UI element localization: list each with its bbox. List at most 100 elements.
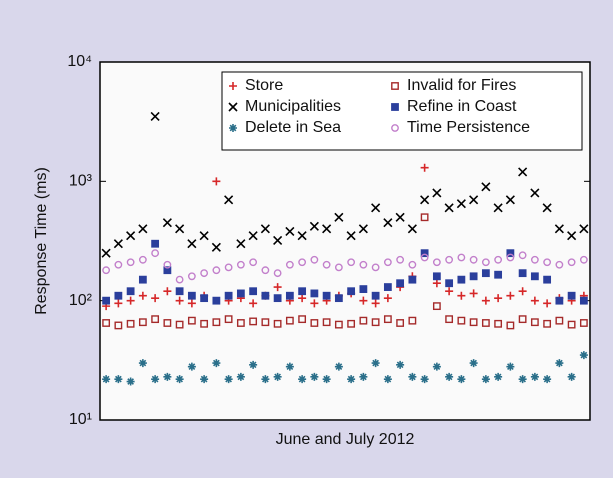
marker — [347, 258, 356, 267]
marker — [506, 362, 515, 371]
marker — [126, 287, 135, 296]
marker — [383, 218, 393, 228]
marker — [211, 242, 221, 252]
marker — [518, 315, 527, 324]
marker — [163, 287, 172, 296]
marker — [555, 260, 564, 269]
marker — [383, 375, 392, 384]
legend-marker — [391, 124, 399, 132]
marker — [445, 372, 454, 381]
marker — [530, 255, 539, 264]
marker — [114, 321, 123, 330]
marker — [579, 351, 588, 360]
marker — [445, 279, 454, 288]
marker — [371, 299, 380, 308]
marker — [494, 372, 503, 381]
marker — [506, 321, 515, 330]
marker — [310, 372, 319, 381]
marker — [334, 320, 343, 329]
marker — [407, 224, 417, 234]
marker — [543, 258, 552, 267]
marker — [187, 316, 196, 325]
y-tick-label: 10² — [69, 292, 93, 309]
marker — [408, 372, 417, 381]
marker — [432, 279, 441, 288]
marker — [175, 375, 184, 384]
marker — [457, 291, 466, 300]
marker — [334, 263, 343, 272]
marker — [126, 258, 135, 267]
marker — [543, 319, 552, 328]
marker — [567, 291, 576, 300]
marker — [273, 283, 282, 292]
marker — [273, 294, 282, 303]
legend-label: Store — [245, 77, 283, 94]
marker — [555, 359, 564, 368]
marker — [518, 287, 527, 296]
marker — [310, 319, 319, 327]
marker — [273, 372, 282, 381]
marker — [371, 203, 381, 213]
marker — [151, 294, 160, 303]
legend-marker — [229, 124, 237, 132]
marker — [506, 253, 515, 262]
marker — [432, 272, 441, 281]
legend — [221, 71, 583, 151]
marker — [249, 360, 258, 369]
marker — [506, 249, 515, 258]
marker — [113, 239, 123, 249]
marker — [285, 291, 294, 300]
marker — [334, 362, 343, 371]
marker — [187, 291, 196, 300]
marker — [260, 224, 270, 234]
marker — [555, 316, 564, 325]
marker — [469, 289, 478, 298]
marker — [249, 258, 258, 267]
marker — [494, 319, 503, 328]
marker — [543, 375, 552, 384]
marker — [420, 195, 430, 205]
marker — [200, 294, 209, 303]
marker — [175, 224, 185, 234]
marker — [322, 291, 331, 300]
marker — [456, 199, 466, 209]
marker — [224, 315, 233, 324]
marker — [567, 320, 576, 329]
marker — [396, 319, 405, 327]
legend-label: Municipalities — [245, 98, 341, 115]
marker — [579, 224, 589, 234]
marker — [212, 296, 221, 305]
marker — [494, 294, 503, 303]
marker — [285, 362, 294, 371]
y-tick-label: 10¹ — [69, 411, 92, 428]
legend-marker — [391, 82, 399, 90]
marker — [469, 255, 478, 264]
marker — [334, 212, 344, 222]
marker — [444, 203, 454, 213]
marker — [396, 255, 405, 264]
marker — [285, 316, 294, 325]
marker — [236, 239, 246, 249]
marker — [163, 319, 172, 327]
marker — [261, 266, 270, 275]
marker — [212, 177, 221, 186]
marker — [518, 375, 527, 384]
marker — [347, 319, 356, 328]
marker — [420, 375, 429, 384]
marker — [163, 266, 172, 275]
marker — [518, 251, 527, 260]
marker — [151, 315, 160, 324]
marker — [126, 377, 135, 386]
marker — [383, 294, 392, 303]
marker — [530, 188, 540, 198]
marker — [138, 275, 147, 284]
marker — [542, 203, 552, 213]
marker — [163, 372, 172, 381]
marker — [261, 375, 270, 384]
marker — [518, 269, 527, 278]
marker — [358, 224, 368, 234]
marker — [505, 195, 515, 205]
marker — [359, 316, 368, 325]
marker — [236, 289, 245, 298]
